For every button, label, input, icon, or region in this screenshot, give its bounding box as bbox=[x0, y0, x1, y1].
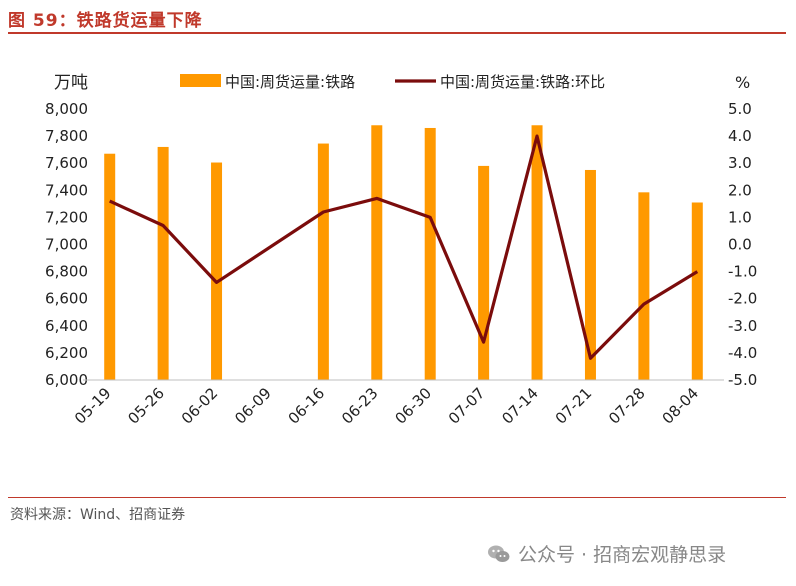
x-tick-label: 07-21 bbox=[552, 384, 596, 428]
left-tick-label: 7,800 bbox=[45, 127, 88, 145]
x-tick-label: 07-07 bbox=[445, 384, 489, 428]
x-tick-label: 08-04 bbox=[659, 384, 703, 428]
right-tick-label: -4.0 bbox=[728, 344, 757, 362]
right-tick-label: 2.0 bbox=[728, 181, 752, 199]
x-tick-label: 07-28 bbox=[605, 384, 649, 428]
x-tick-label: 06-23 bbox=[338, 384, 382, 428]
right-axis-ticks: 5.0 4.0 3.0 2.0 1.0 0.0 -1.0 -2.0 -3.0 -4.0 -5.0 bbox=[728, 100, 757, 389]
left-tick-label: 6,000 bbox=[45, 371, 88, 389]
bar bbox=[638, 192, 650, 380]
left-tick-label: 7,200 bbox=[45, 208, 88, 226]
left-tick-label: 7,400 bbox=[45, 181, 88, 199]
bar bbox=[317, 143, 329, 380]
bar bbox=[424, 127, 436, 380]
left-tick-label: 6,800 bbox=[45, 263, 88, 281]
bar bbox=[371, 125, 383, 380]
chart: 8,000 7,800 7,600 7,400 7,200 7,000 6,800 6,600… bbox=[45, 73, 757, 428]
right-tick-label: -2.0 bbox=[728, 290, 757, 308]
legend-bar-swatch bbox=[180, 74, 221, 87]
bar bbox=[104, 153, 116, 380]
x-tick-label: 06-02 bbox=[178, 384, 222, 428]
title-rule bbox=[8, 32, 786, 34]
figure-title: 图 59：铁路货运量下降 bbox=[8, 11, 203, 31]
x-tick-label: 06-09 bbox=[231, 384, 275, 428]
left-tick-label: 8,000 bbox=[45, 100, 88, 118]
x-tick-label: 07-14 bbox=[498, 384, 542, 428]
right-tick-label: -3.0 bbox=[728, 317, 757, 335]
bar-series bbox=[104, 125, 703, 380]
bar bbox=[478, 165, 490, 380]
left-tick-label: 6,600 bbox=[45, 290, 88, 308]
bar bbox=[211, 162, 223, 380]
left-axis-unit: 万吨 bbox=[54, 73, 88, 93]
x-tick-label: 06-16 bbox=[285, 384, 329, 428]
bar bbox=[157, 146, 169, 380]
bar bbox=[584, 169, 596, 380]
source-note: 资料来源：Wind、招商证券 bbox=[10, 507, 186, 523]
bar bbox=[691, 202, 703, 380]
left-tick-label: 6,200 bbox=[45, 344, 88, 362]
right-tick-label: -1.0 bbox=[728, 263, 757, 281]
wechat-icon bbox=[488, 545, 510, 562]
legend-bar-label: 中国:周货运量:铁路 bbox=[225, 73, 355, 91]
right-axis-unit: % bbox=[735, 73, 750, 92]
left-tick-label: 6,400 bbox=[45, 317, 88, 335]
bar bbox=[531, 125, 543, 380]
left-axis-ticks: 8,000 7,800 7,600 7,400 7,200 7,000 6,800 6,600… bbox=[45, 100, 88, 389]
x-tick-label: 05-26 bbox=[124, 384, 168, 428]
right-tick-label: 3.0 bbox=[728, 154, 752, 172]
legend-line-label: 中国:周货运量:铁路:环比 bbox=[440, 73, 605, 91]
x-axis-ticks: 05-19 05-26 06-02 06-09 06-16 06-23 06-30 07-07… bbox=[71, 384, 702, 428]
source-rule bbox=[8, 497, 786, 498]
right-tick-label: -5.0 bbox=[728, 371, 757, 389]
watermark: 公众号 · 招商宏观静思录 bbox=[486, 540, 726, 567]
right-tick-label: 4.0 bbox=[728, 127, 752, 145]
right-tick-label: 0.0 bbox=[728, 236, 752, 254]
left-tick-label: 7,000 bbox=[45, 236, 88, 254]
line-series bbox=[109, 134, 699, 360]
watermark-text: 公众号 · 招商宏观静思录 bbox=[518, 544, 727, 566]
right-tick-label: 1.0 bbox=[728, 208, 752, 226]
x-tick-label: 06-30 bbox=[391, 384, 435, 428]
left-tick-label: 7,600 bbox=[45, 154, 88, 172]
right-tick-label: 5.0 bbox=[728, 100, 752, 118]
x-tick-label: 05-19 bbox=[71, 384, 115, 428]
